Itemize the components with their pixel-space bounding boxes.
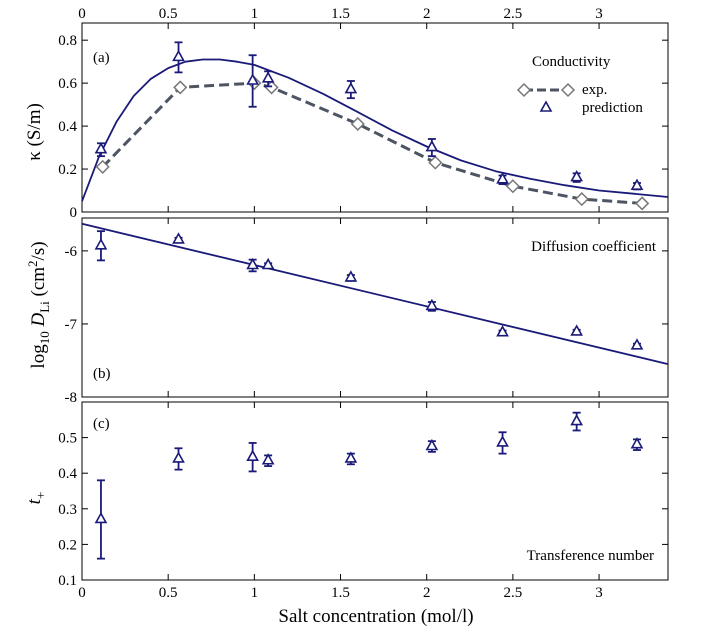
y-tick-label: 0.2: [58, 537, 77, 553]
exp-diamond-point: [173, 80, 188, 95]
top-x-tick-label: 2.5: [504, 6, 523, 22]
y-tick-label: -8: [65, 390, 78, 406]
panel-label-b: (b): [93, 366, 111, 382]
y-tick-label: 0.8: [58, 33, 77, 49]
x-tick-label: 0.5: [159, 585, 178, 601]
diffusion-annotation: Diffusion coefficient: [531, 239, 657, 255]
prediction-triangle-point: [94, 238, 108, 250]
prediction-triangle-point: [630, 437, 644, 449]
top-x-tick-label: 0: [78, 6, 86, 22]
prediction-triangle-point: [261, 257, 275, 270]
diffusion-panel: -6 -7 -8: [65, 217, 669, 406]
y-tick-label: 0.3: [58, 502, 77, 518]
legend: Conductivity exp. prediction: [516, 54, 643, 116]
prediction-triangle-point: [425, 438, 439, 451]
prediction-triangle-point: [496, 172, 509, 184]
exp-diamond-point: [574, 192, 589, 207]
x-tick-label: 2: [423, 585, 431, 601]
y-tick-label: 0.5: [58, 431, 77, 447]
legend-exp-diamond-icon: [560, 82, 576, 98]
y-axis-title-diffusion: log10 DLi (cm2/s): [25, 241, 52, 368]
exp-series-line: [101, 81, 643, 205]
y-tick-label: 0.2: [58, 162, 77, 178]
prediction-triangle-point: [246, 449, 259, 461]
y-tick-label: 0.4: [58, 466, 77, 482]
prediction-triangle-point: [570, 324, 584, 336]
panel-label-c: (c): [93, 416, 110, 432]
prediction-triangle-point: [344, 81, 358, 94]
exp-diamond-point: [428, 155, 443, 170]
y-tick-label: 0.1: [58, 573, 77, 589]
y-tick-label: -7: [65, 317, 78, 333]
prediction-triangle-point: [172, 232, 185, 244]
y-tick-label: 0.4: [58, 119, 77, 135]
top-x-tick-label: 1: [251, 6, 259, 22]
plot-frame: [81, 217, 669, 398]
legend-prediction-triangle-icon: [539, 100, 553, 112]
top-x-tick-label: 0.5: [159, 6, 178, 22]
prediction-triangle-point: [496, 435, 509, 447]
y-axis-title-conductivity: κ (S/m): [24, 103, 45, 161]
prediction-triangle-point: [261, 71, 275, 83]
exp-diamond-point: [95, 159, 110, 174]
prediction-triangle-point: [344, 270, 358, 282]
x-tick-label: 1.5: [331, 585, 350, 601]
prediction-triangle-point: [496, 325, 509, 337]
prediction-triangle-point: [94, 511, 108, 524]
plot-frame: [81, 22, 669, 213]
prediction-triangle-point: [570, 169, 584, 182]
prediction-triangle-point: [630, 338, 644, 350]
prediction-triangle-point: [172, 49, 185, 62]
prediction-triangle-point: [630, 178, 644, 191]
exp-diamond-point: [635, 196, 650, 211]
plot-frame: [81, 401, 669, 581]
prediction-triangle-point: [570, 413, 584, 426]
x-tick-label: 3: [595, 585, 603, 601]
legend-exp-label: exp.: [582, 82, 607, 98]
legend-prediction-label: prediction: [582, 100, 643, 116]
prediction-triangle-point: [246, 73, 259, 85]
panel-label-a: (a): [93, 50, 110, 66]
prediction-triangle-point: [425, 139, 439, 152]
top-x-tick-label: 1.5: [331, 6, 350, 22]
transference-panel: 0.1 0.2 0.3 0.4 0.5 0 0.5 1 1.5 2 2.5 3: [58, 401, 669, 601]
x-tick-label: 0: [78, 585, 86, 601]
exp-diamond-point: [350, 116, 365, 132]
prediction-triangle-point: [425, 298, 439, 311]
x-tick-label: 1: [251, 585, 259, 601]
top-x-tick-label: 2: [423, 6, 431, 22]
exp-diamond-point: [505, 179, 520, 194]
y-axis-title-transference: t+: [24, 492, 48, 505]
prediction-triangle-point: [344, 451, 358, 463]
y-tick-label: 0: [70, 205, 78, 221]
fit-line: [81, 222, 669, 365]
prediction-triangle-point: [172, 451, 185, 463]
transference-annotation: Transference number: [527, 548, 654, 564]
top-x-tick-label: 3: [595, 6, 603, 22]
prediction-triangle-point: [246, 257, 259, 270]
conductivity-panel: 00.20.40.60.80 0.5 1 1.5 2 2.5 3: [58, 6, 669, 221]
prediction-triangle-point: [261, 453, 275, 465]
x-axis-title: Salt concentration (mol/l): [278, 606, 473, 627]
y-tick-label: 0.6: [58, 76, 77, 92]
legend-title: Conductivity: [532, 54, 611, 70]
y-tick-label: -6: [65, 244, 78, 260]
model-curve: [81, 58, 669, 202]
prediction-triangle-point: [94, 142, 108, 154]
legend-exp-diamond-icon: [516, 82, 532, 98]
x-tick-label: 2.5: [504, 585, 523, 601]
